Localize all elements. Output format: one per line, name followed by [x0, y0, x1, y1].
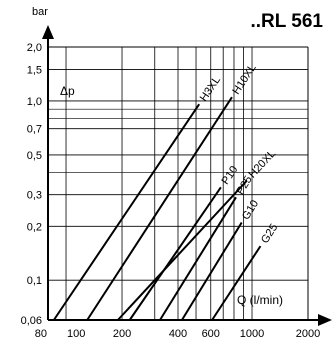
series-label-h3xl: H3XL — [198, 74, 223, 104]
y-tick-label: 0,5 — [27, 150, 42, 162]
series-line-g10 — [181, 221, 243, 321]
x-axis-label: Q (l/min) — [237, 293, 283, 307]
y-unit-label: bar — [32, 6, 48, 18]
x-tick-label: 400 — [169, 328, 187, 340]
x-tick-label: 200 — [113, 328, 131, 340]
series-label-g25: G25 — [259, 222, 280, 246]
y-tick-label: 1,0 — [27, 96, 42, 108]
series-label-h10xl: H10XL — [230, 62, 258, 97]
x-axis-arrow — [318, 314, 332, 326]
series-label-h20xl: H20XL — [246, 148, 278, 181]
series-line-g25 — [211, 245, 262, 321]
series-line-p25 — [159, 196, 237, 321]
y-tick-label: 0,2 — [27, 221, 42, 233]
series-line-h3xl — [53, 103, 201, 321]
y-tick-label: 1,5 — [27, 64, 42, 76]
y-axis-label: Δp — [60, 84, 75, 98]
x-tick-label: 1000 — [240, 328, 264, 340]
y-tick-label: 0,3 — [27, 190, 42, 202]
tick-labels: 0,06 0,1 0,2 0,3 0,5 0,7 1,0 1,5 2,0 80 100 200 400 6… — [21, 42, 321, 340]
axes — [42, 25, 332, 326]
series-line-h20xl — [117, 179, 248, 321]
x-tick-label: 2000 — [296, 328, 320, 340]
chart-title: ..RL 561 — [250, 11, 323, 32]
y-tick-label: 0,7 — [27, 124, 42, 136]
series-line-p10 — [128, 186, 222, 321]
y-tick-label: 2,0 — [27, 42, 42, 54]
y-axis-arrow — [42, 25, 54, 39]
grid — [48, 46, 309, 321]
series-label-p10: P10 — [219, 164, 240, 187]
x-tick-label: 80 — [35, 328, 47, 340]
y-tick-label: 0,06 — [21, 315, 42, 327]
series-line-h10xl — [86, 96, 233, 321]
y-tick-label: 0,1 — [27, 275, 42, 287]
x-tick-label: 600 — [202, 328, 220, 340]
x-tick-label: 100 — [67, 328, 85, 340]
